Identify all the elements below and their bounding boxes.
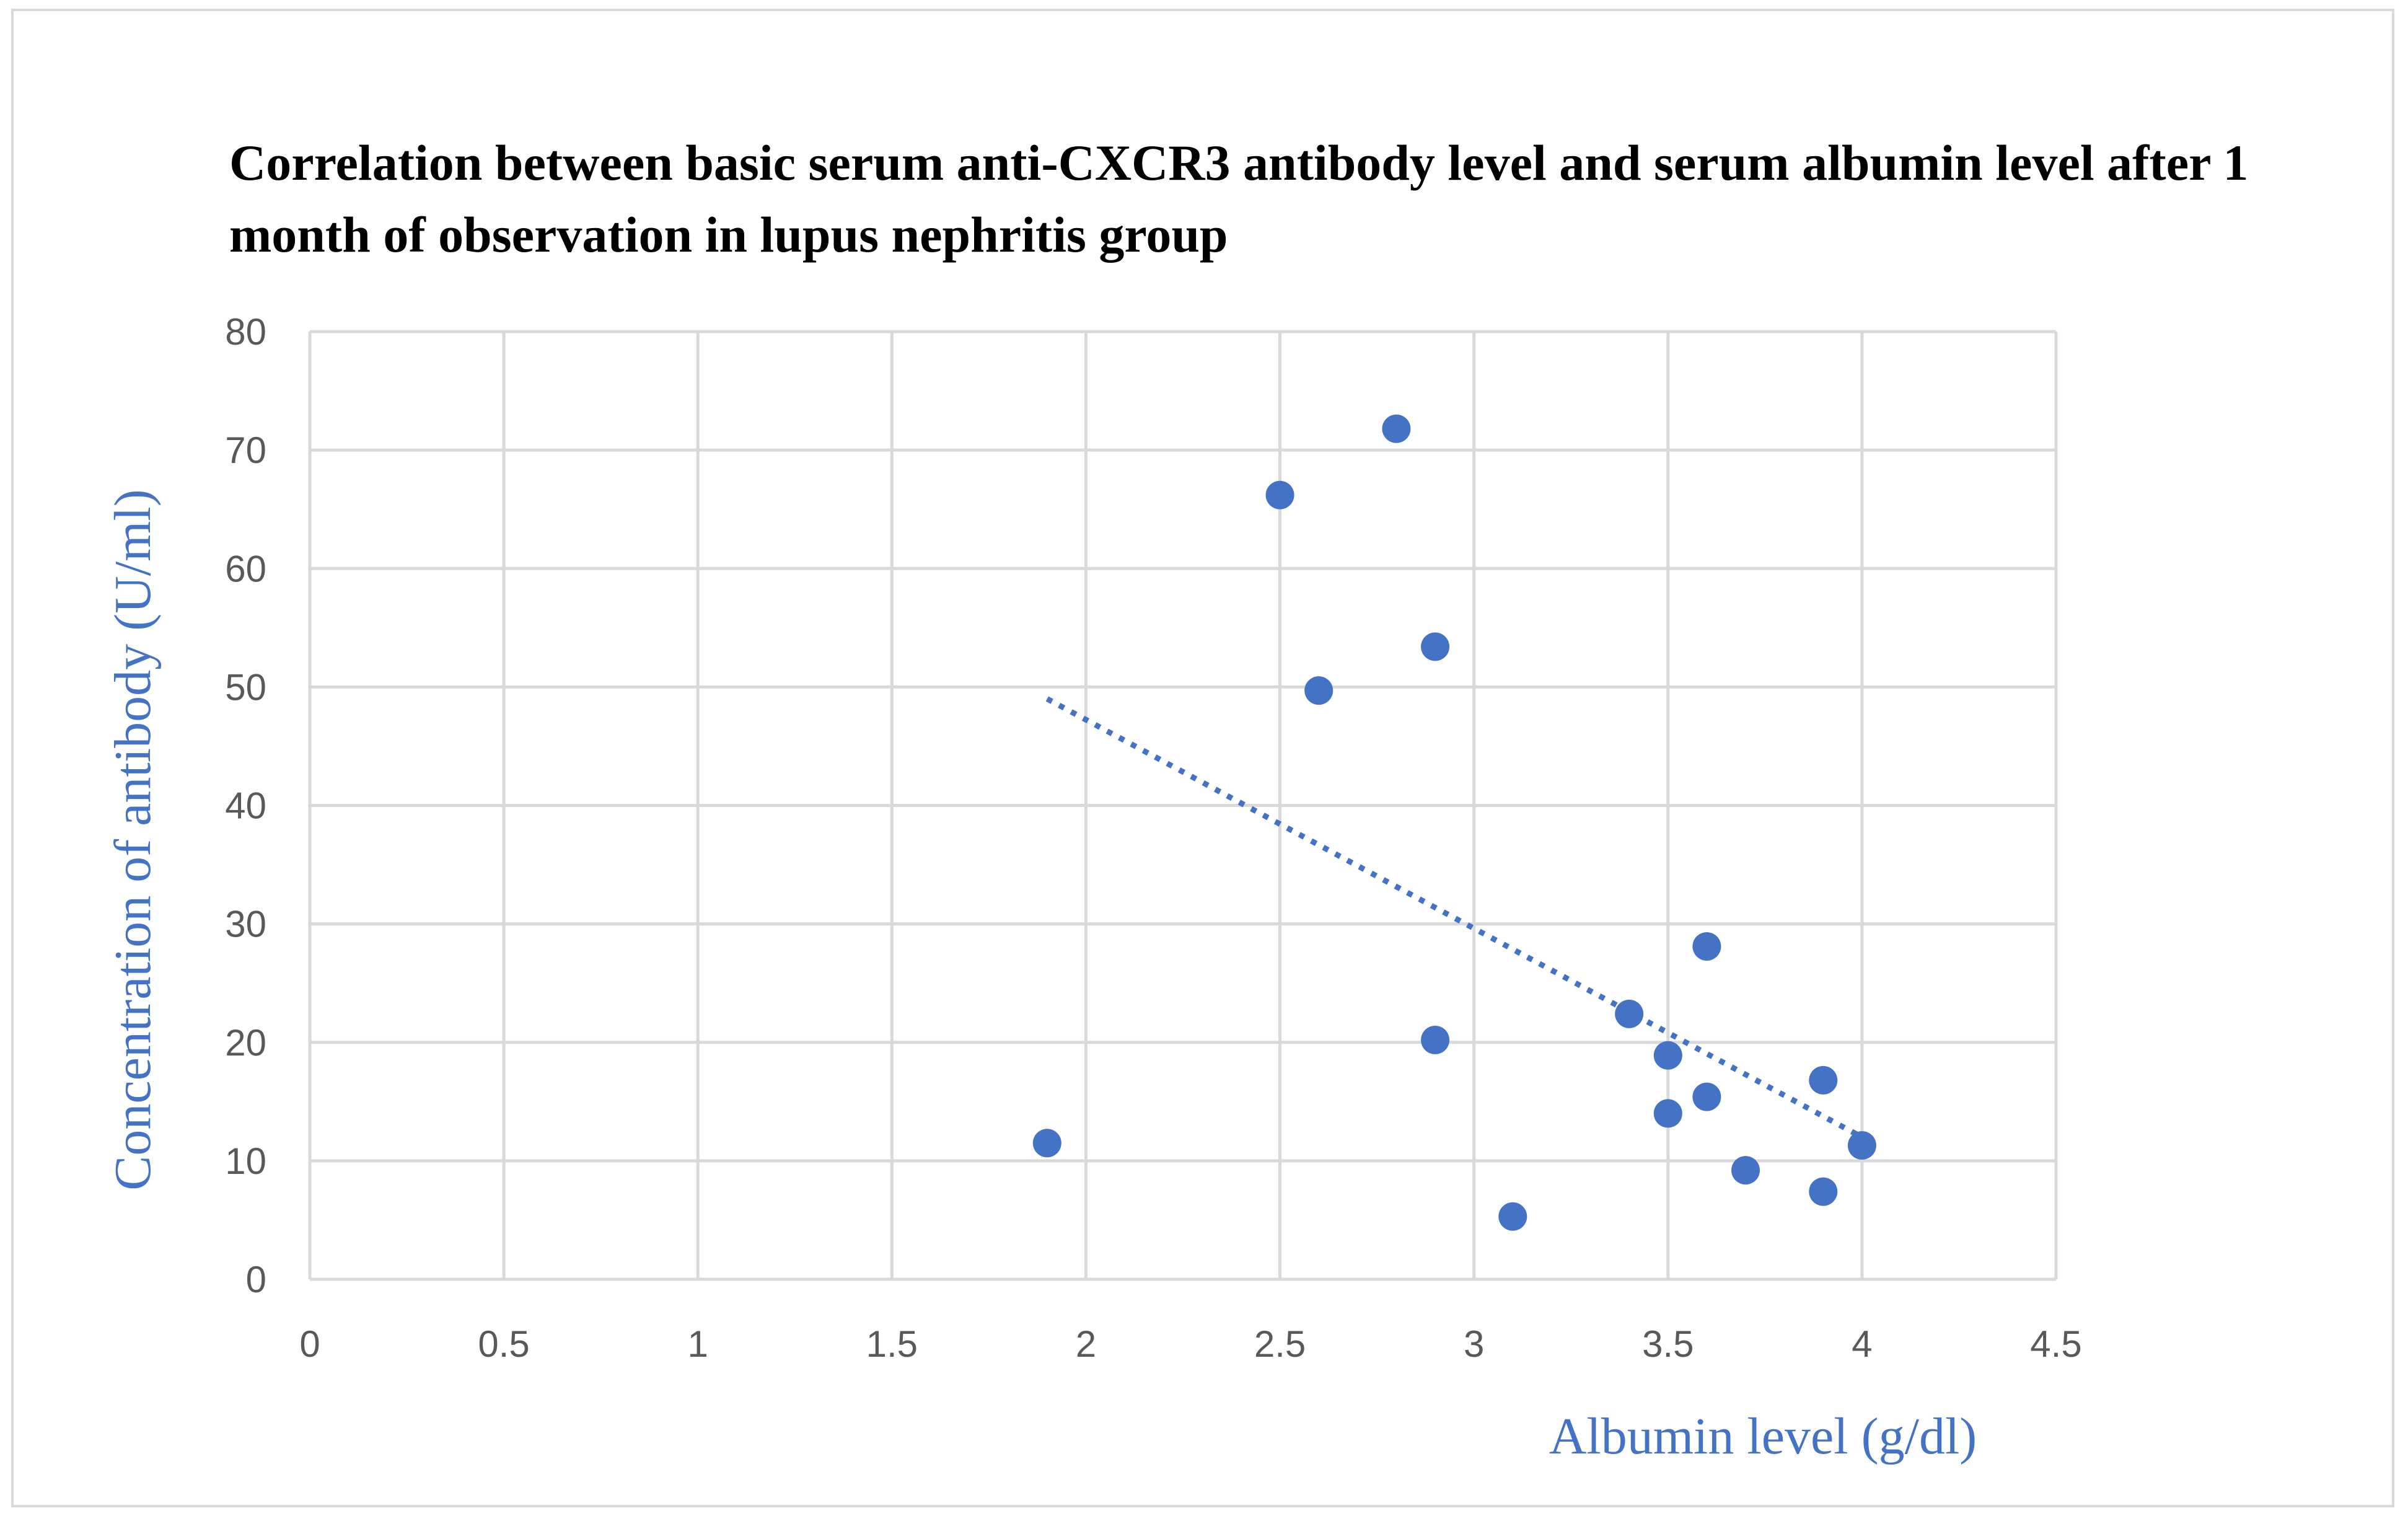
x-tick-label: 0.5 xyxy=(478,1323,529,1365)
trendline-layer xyxy=(1045,696,1864,1140)
data-point xyxy=(1653,1099,1682,1128)
data-point xyxy=(1809,1065,1838,1095)
data-point xyxy=(1421,632,1450,661)
x-tick-label: 4 xyxy=(1852,1323,1872,1365)
data-point xyxy=(1847,1131,1876,1160)
y-tick-label: 70 xyxy=(225,430,266,471)
y-axis-ticks: 0 10 20 30 40 50 60 70 80 xyxy=(225,311,266,1300)
gridlines xyxy=(308,330,2058,1281)
data-point xyxy=(1692,932,1721,961)
x-axis-ticks: 0 0.5 1 1.5 2 2.5 3 3.5 4 4.5 xyxy=(299,1323,2081,1365)
data-points xyxy=(1032,414,1876,1231)
data-point xyxy=(1692,1082,1721,1111)
trendline xyxy=(1045,696,1864,1140)
data-point xyxy=(1731,1156,1760,1185)
x-tick-label: 1.5 xyxy=(866,1323,918,1365)
x-tick-label: 2.5 xyxy=(1254,1323,1306,1365)
data-point xyxy=(1304,676,1334,705)
data-point xyxy=(1382,414,1411,443)
x-tick-label: 0 xyxy=(299,1323,320,1365)
data-point xyxy=(1653,1041,1682,1070)
y-tick-label: 80 xyxy=(225,311,266,353)
y-tick-label: 40 xyxy=(225,785,266,827)
y-tick-label: 60 xyxy=(225,548,266,589)
data-point xyxy=(1032,1129,1061,1158)
data-point xyxy=(1615,999,1644,1028)
chart-frame xyxy=(11,9,2394,1507)
x-axis-label: Albumin level (g/dl) xyxy=(1549,1408,1977,1465)
y-tick-label: 50 xyxy=(225,666,266,708)
data-point xyxy=(1498,1202,1527,1231)
y-tick-label: 20 xyxy=(225,1022,266,1064)
chart-title: Correlation between basic serum anti-CXC… xyxy=(229,134,2249,263)
y-axis-label: Concentration of antibody (U/ml) xyxy=(104,489,162,1190)
data-point xyxy=(1809,1177,1838,1206)
x-tick-label: 3.5 xyxy=(1642,1323,1694,1365)
x-tick-label: 4.5 xyxy=(2030,1323,2081,1365)
y-tick-label: 30 xyxy=(225,904,266,945)
x-tick-label: 1 xyxy=(688,1323,708,1365)
data-point xyxy=(1265,480,1294,509)
x-tick-label: 2 xyxy=(1076,1323,1096,1365)
x-tick-label: 3 xyxy=(1464,1323,1484,1365)
data-point xyxy=(1421,1025,1450,1054)
y-tick-label: 10 xyxy=(225,1140,266,1182)
y-tick-label: 0 xyxy=(246,1259,266,1300)
